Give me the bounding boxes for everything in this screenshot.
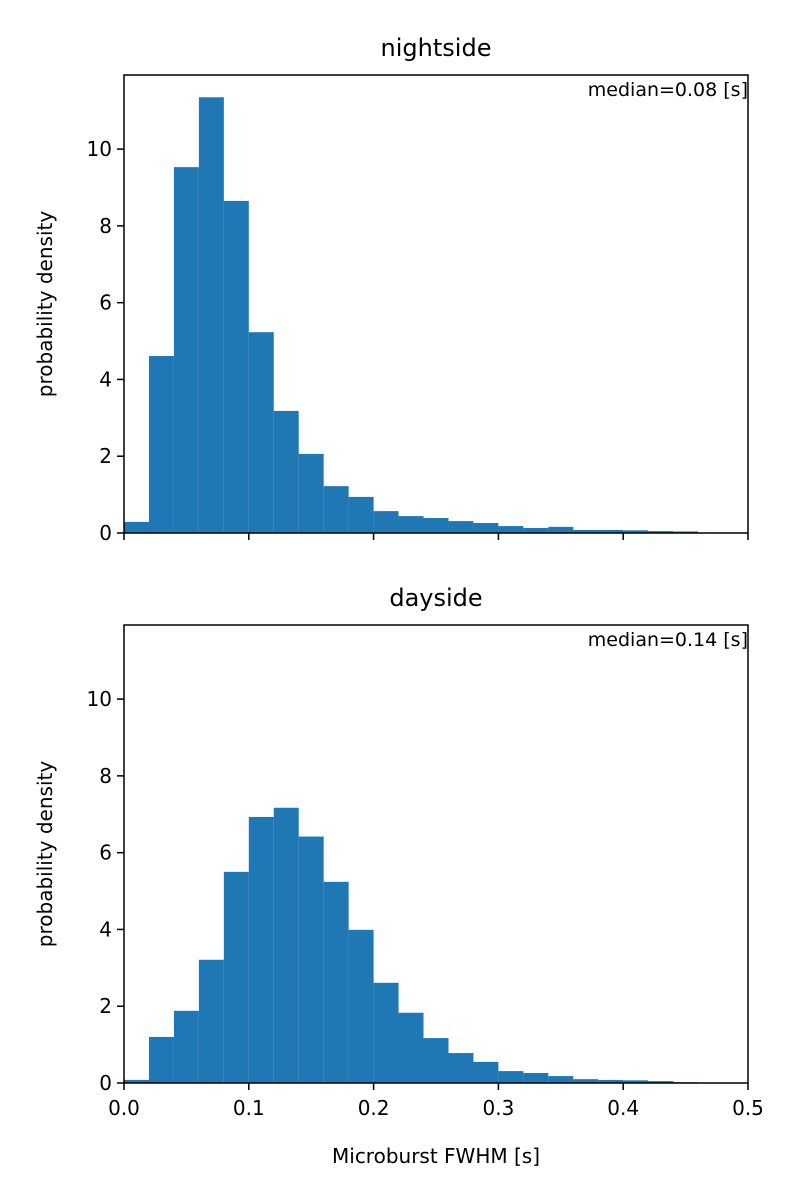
annotation: median=0.14 [s] — [588, 629, 748, 651]
y-axis-label: probability density — [33, 211, 57, 398]
bar — [623, 1080, 649, 1083]
bar — [523, 528, 549, 533]
bar — [648, 1081, 674, 1083]
bar — [173, 1010, 199, 1083]
y-tick-label: 2 — [99, 994, 112, 1018]
bar — [423, 1038, 449, 1083]
y-axis-label: probability density — [33, 761, 57, 948]
bar — [223, 871, 249, 1083]
bar — [548, 1076, 574, 1083]
bar — [398, 1012, 424, 1083]
bar — [248, 332, 274, 533]
bar — [298, 453, 324, 533]
y-tick-label: 0 — [99, 1071, 112, 1095]
bar — [198, 959, 224, 1083]
bar — [348, 496, 374, 533]
y-tick-label: 2 — [99, 444, 112, 468]
y-tick-label: 4 — [99, 367, 112, 391]
bar — [623, 530, 649, 533]
bar — [298, 836, 324, 1083]
y-tick-label: 10 — [87, 137, 112, 161]
x-tick-label: 0.0 — [108, 1096, 140, 1120]
bar — [523, 1073, 549, 1083]
x-tick-label: 0.2 — [358, 1096, 390, 1120]
axes-frame — [123, 74, 749, 534]
y-tick-label: 6 — [99, 291, 112, 315]
bar — [124, 1079, 149, 1083]
bar — [548, 526, 574, 533]
bar — [124, 521, 149, 533]
axes-frame — [123, 624, 749, 1084]
bar — [323, 881, 349, 1083]
bar — [173, 167, 199, 534]
bar — [648, 531, 674, 533]
y-tick-label: 8 — [99, 214, 112, 238]
chart-title: dayside — [389, 584, 482, 612]
bar — [448, 1053, 474, 1083]
bar — [573, 1079, 599, 1083]
y-tick-label: 4 — [99, 917, 112, 941]
x-tick-label: 0.3 — [482, 1096, 514, 1120]
y-tick-label: 0 — [99, 521, 112, 545]
bar — [223, 200, 249, 533]
bar — [498, 1071, 524, 1083]
bar — [423, 518, 449, 533]
bar — [348, 929, 374, 1083]
x-tick-label: 0.5 — [732, 1096, 764, 1120]
bar — [273, 807, 299, 1083]
bar — [673, 531, 699, 533]
bar — [473, 1061, 499, 1083]
chart-title: nightside — [381, 34, 492, 62]
bar — [398, 516, 424, 533]
annotation: median=0.08 [s] — [588, 79, 748, 101]
bar — [248, 816, 274, 1083]
y-tick-label: 8 — [99, 764, 112, 788]
bar — [498, 526, 524, 533]
x-tick-label: 0.4 — [607, 1096, 639, 1120]
x-axis-label: Microburst FWHM [s] — [332, 1144, 540, 1168]
bar — [573, 529, 599, 533]
bar — [473, 523, 499, 533]
bar — [148, 1036, 174, 1083]
bar — [598, 529, 624, 533]
bar — [323, 486, 349, 533]
x-tick-label: 0.1 — [233, 1096, 265, 1120]
bar — [598, 1079, 624, 1083]
bar — [148, 356, 174, 533]
bar — [373, 982, 399, 1083]
y-tick-label: 10 — [87, 687, 112, 711]
bar — [448, 521, 474, 533]
y-tick-label: 6 — [99, 841, 112, 865]
bar — [373, 511, 399, 533]
bar — [198, 97, 224, 534]
bar — [273, 410, 299, 533]
